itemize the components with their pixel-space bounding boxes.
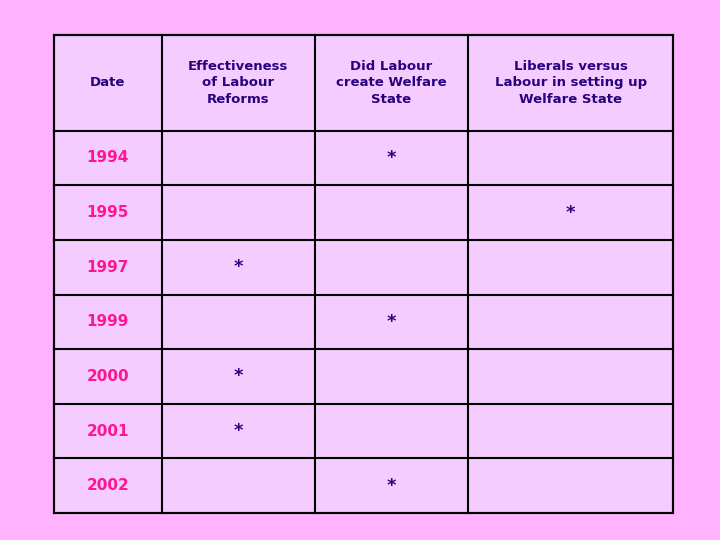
Text: *: *: [566, 204, 575, 221]
Text: *: *: [233, 258, 243, 276]
Text: 1997: 1997: [86, 260, 129, 275]
Text: 1995: 1995: [86, 205, 129, 220]
Text: *: *: [387, 313, 396, 331]
Text: Liberals versus
Labour in setting up
Welfare State: Liberals versus Labour in setting up Wel…: [495, 60, 647, 106]
Text: *: *: [233, 422, 243, 440]
Text: Effectiveness
of Labour
Reforms: Effectiveness of Labour Reforms: [188, 60, 289, 106]
Text: 2002: 2002: [86, 478, 130, 493]
Text: 1994: 1994: [86, 151, 129, 165]
Text: Did Labour
create Welfare
State: Did Labour create Welfare State: [336, 60, 446, 106]
FancyBboxPatch shape: [54, 35, 673, 513]
Text: *: *: [387, 149, 396, 167]
Text: 2001: 2001: [86, 423, 129, 438]
Text: Date: Date: [90, 76, 125, 90]
Text: *: *: [387, 477, 396, 495]
Text: *: *: [233, 367, 243, 386]
Text: 2000: 2000: [86, 369, 129, 384]
Text: 1999: 1999: [86, 314, 129, 329]
